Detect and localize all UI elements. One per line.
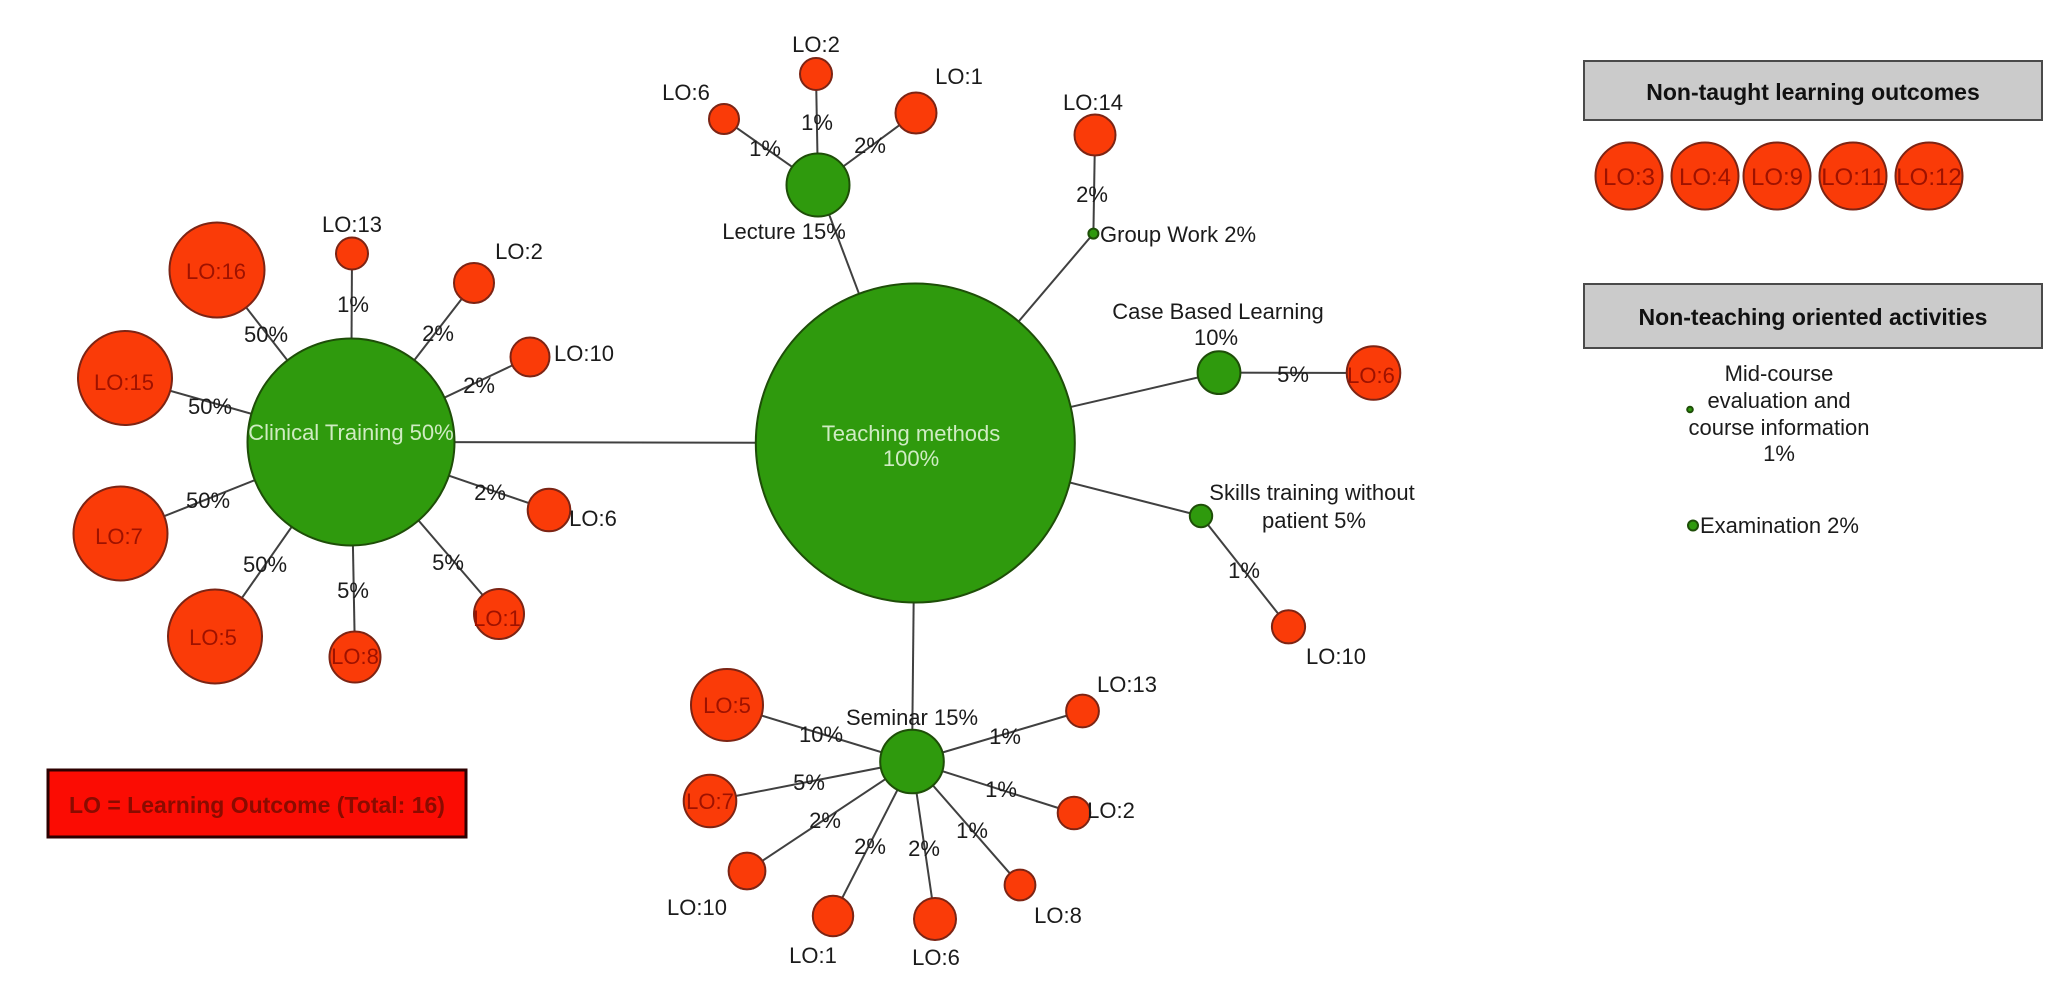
svg-text:LO:6: LO:6: [1347, 363, 1395, 388]
svg-text:100%: 100%: [883, 446, 939, 471]
svg-text:LO:7: LO:7: [686, 789, 734, 814]
svg-text:10%: 10%: [799, 722, 843, 747]
svg-text:50%: 50%: [244, 322, 288, 347]
svg-text:50%: 50%: [188, 394, 232, 419]
svg-text:patient 5%: patient 5%: [1262, 508, 1366, 533]
svg-text:1%: 1%: [337, 292, 369, 317]
svg-text:LO:2: LO:2: [792, 32, 840, 57]
svg-text:1%: 1%: [1763, 441, 1795, 466]
svg-text:LO:10: LO:10: [554, 341, 614, 366]
svg-text:LO:13: LO:13: [322, 212, 382, 237]
svg-text:Non-teaching oriented activiti: Non-teaching oriented activities: [1639, 304, 1988, 330]
svg-text:LO:1: LO:1: [935, 64, 983, 89]
svg-text:LO:12: LO:12: [1896, 164, 1961, 191]
svg-text:LO:3: LO:3: [1603, 164, 1655, 191]
svg-text:LO:15: LO:15: [94, 370, 154, 395]
svg-text:2%: 2%: [422, 321, 454, 346]
svg-text:5%: 5%: [432, 550, 464, 575]
svg-text:Non-taught learning outcomes: Non-taught learning outcomes: [1646, 79, 1980, 105]
svg-text:LO:6: LO:6: [662, 80, 710, 105]
svg-text:LO:9: LO:9: [1751, 164, 1803, 191]
svg-text:LO:1: LO:1: [473, 606, 521, 631]
svg-text:Mid-course: Mid-course: [1725, 361, 1834, 386]
svg-text:2%: 2%: [908, 836, 940, 861]
svg-text:LO:4: LO:4: [1679, 164, 1731, 191]
svg-text:LO:13: LO:13: [1097, 672, 1157, 697]
svg-text:5%: 5%: [793, 770, 825, 795]
svg-text:Skills training without: Skills training without: [1209, 480, 1414, 505]
svg-text:1%: 1%: [985, 777, 1017, 802]
svg-text:Teaching methods: Teaching methods: [822, 421, 1001, 446]
svg-text:LO:11: LO:11: [1821, 164, 1885, 191]
svg-text:2%: 2%: [1076, 182, 1108, 207]
svg-text:10%: 10%: [1194, 325, 1238, 350]
svg-text:course information: course information: [1689, 415, 1870, 440]
svg-text:2%: 2%: [809, 808, 841, 833]
svg-text:Examination 2%: Examination 2%: [1700, 513, 1859, 538]
svg-text:LO = Learning Outcome (Total:: LO = Learning Outcome (Total: 16): [69, 792, 445, 818]
svg-text:LO:5: LO:5: [189, 625, 237, 650]
svg-text:2%: 2%: [463, 373, 495, 398]
svg-text:Group Work 2%: Group Work 2%: [1100, 222, 1256, 247]
svg-text:1%: 1%: [989, 724, 1021, 749]
svg-text:1%: 1%: [801, 110, 833, 135]
svg-text:LO:5: LO:5: [703, 693, 751, 718]
svg-text:Lecture 15%: Lecture 15%: [722, 219, 846, 244]
svg-text:2%: 2%: [474, 480, 506, 505]
svg-text:50%: 50%: [243, 552, 287, 577]
svg-text:LO:14: LO:14: [1063, 90, 1123, 115]
svg-text:1%: 1%: [956, 818, 988, 843]
svg-text:LO:6: LO:6: [912, 945, 960, 970]
svg-text:LO:1: LO:1: [789, 943, 837, 968]
svg-text:LO:16: LO:16: [186, 259, 246, 284]
svg-text:LO:7: LO:7: [95, 524, 143, 549]
svg-text:Seminar 15%: Seminar 15%: [846, 705, 978, 730]
svg-text:LO:10: LO:10: [1306, 644, 1366, 669]
svg-text:2%: 2%: [854, 133, 886, 158]
svg-text:5%: 5%: [1277, 362, 1309, 387]
svg-text:LO:8: LO:8: [331, 644, 379, 669]
svg-text:Clinical Training 50%: Clinical Training 50%: [248, 420, 453, 445]
svg-text:LO:2: LO:2: [1087, 798, 1135, 823]
svg-text:2%: 2%: [854, 834, 886, 859]
svg-text:50%: 50%: [186, 488, 230, 513]
svg-text:1%: 1%: [749, 136, 781, 161]
svg-text:LO:8: LO:8: [1034, 903, 1082, 928]
svg-text:LO:6: LO:6: [569, 506, 617, 531]
svg-text:1%: 1%: [1228, 558, 1260, 583]
svg-text:evaluation and: evaluation and: [1707, 388, 1850, 413]
svg-text:LO:10: LO:10: [667, 895, 727, 920]
svg-text:Case Based Learning: Case Based Learning: [1112, 299, 1324, 324]
svg-text:LO:2: LO:2: [495, 239, 543, 264]
svg-text:5%: 5%: [337, 578, 369, 603]
